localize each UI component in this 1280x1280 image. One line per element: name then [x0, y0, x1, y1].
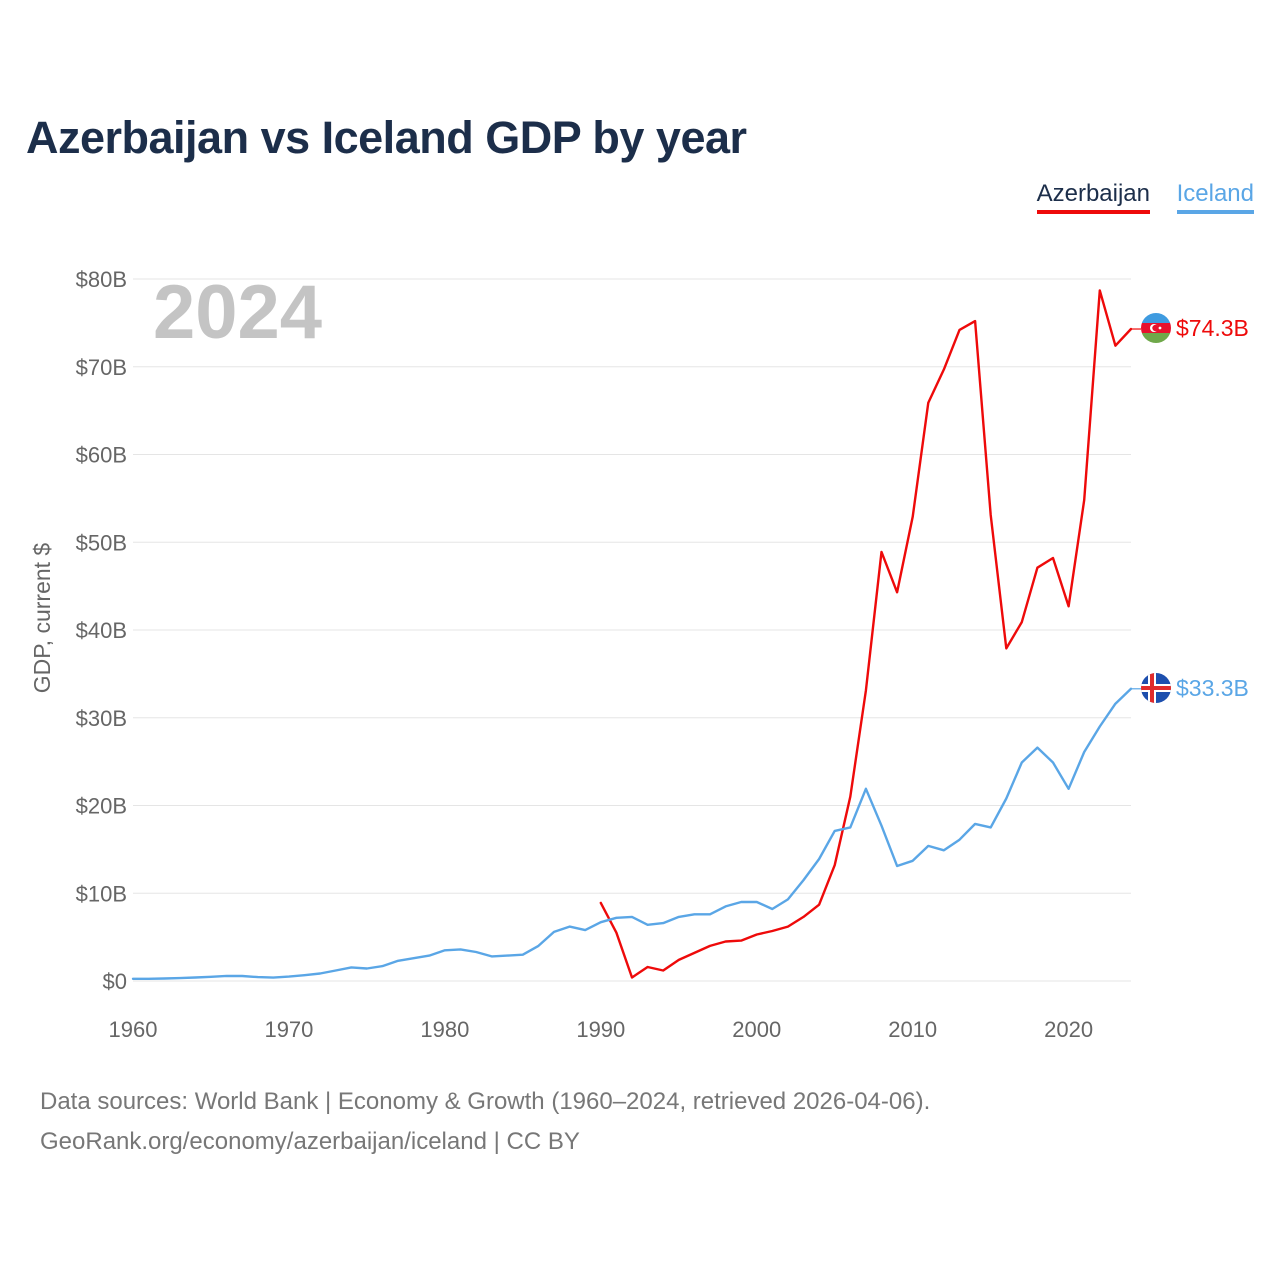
x-tick-label: 1990: [576, 1017, 625, 1042]
y-tick-label: $80B: [76, 267, 127, 292]
y-tick-label: $30B: [76, 706, 127, 731]
chart-title: Azerbaijan vs Iceland GDP by year: [26, 112, 747, 163]
x-tick-label: 2000: [732, 1017, 781, 1042]
series-line-azerbaijan[interactable]: [599, 289, 1133, 979]
series-end-labels: $74.3B $33.3B: [1131, 315, 1249, 701]
y-tick-label: $70B: [76, 355, 127, 380]
y-tick-label: $50B: [76, 530, 127, 555]
source-note: Data sources: World Bank | Economy & Gro…: [40, 1082, 930, 1162]
iceland-flag-icon: [1141, 673, 1171, 703]
series-lines: [131, 289, 1133, 980]
y-tick-label: $60B: [76, 443, 127, 468]
x-tick-label: 1980: [420, 1017, 469, 1042]
x-tick-label: 2010: [888, 1017, 937, 1042]
y-axis-label: GDP, current $: [29, 543, 55, 694]
legend-label: Azerbaijan: [1036, 180, 1150, 207]
legend-swatch: [1036, 210, 1150, 214]
y-tick-label: $10B: [76, 881, 127, 906]
source-line-1: Data sources: World Bank | Economy & Gro…: [40, 1088, 931, 1115]
legend-swatch: [1176, 210, 1254, 214]
gridlines: [133, 278, 1131, 982]
y-tick-label: $40B: [76, 618, 127, 643]
end-value-azerbaijan: $74.3B: [1176, 315, 1249, 341]
x-tick-label: 2020: [1044, 1017, 1093, 1042]
source-line-2[interactable]: GeoRank.org/economy/azerbaijan/iceland |…: [40, 1128, 580, 1155]
legend-iceland[interactable]: Iceland: [1176, 180, 1254, 214]
legend-azerbaijan[interactable]: Azerbaijan: [1036, 180, 1150, 214]
year-watermark: 2024: [153, 270, 322, 355]
end-value-iceland: $33.3B: [1176, 675, 1249, 701]
azerbaijan-flag-icon: [1141, 313, 1171, 343]
y-tick-label: $20B: [76, 794, 127, 819]
x-tick-label: 1970: [264, 1017, 313, 1042]
chart-area: 2024 $0$10B$20B$30B$40B$50B$60B$70B$80B …: [29, 267, 1249, 1042]
x-axis: 1960 1970 1980 1990 2000 2010 2020: [109, 1017, 1094, 1042]
legend-label: Iceland: [1176, 180, 1254, 207]
y-tick-label: $0: [103, 969, 127, 994]
x-tick-label: 1960: [109, 1017, 158, 1042]
series-line-iceland[interactable]: [131, 687, 1133, 980]
y-axis: $0 $10B $20B $30B $40B $50B $60B $70B $80B: [76, 267, 127, 994]
